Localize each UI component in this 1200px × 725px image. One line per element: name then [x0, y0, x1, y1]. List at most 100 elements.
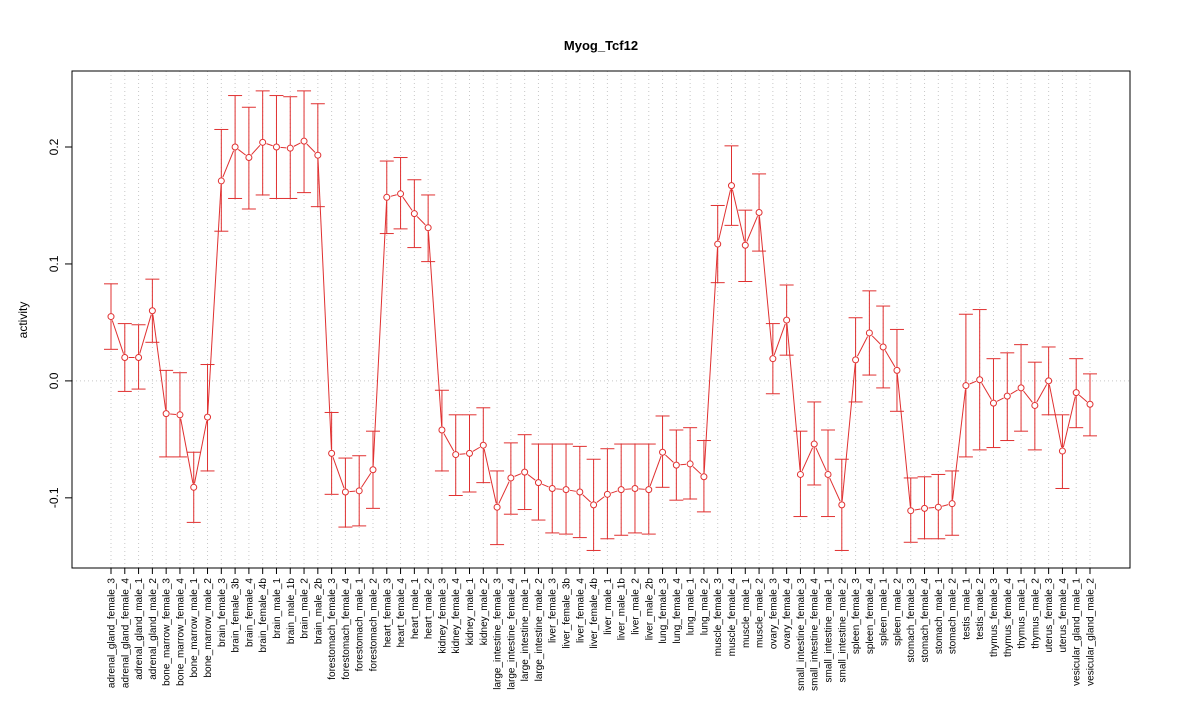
- data-point: [701, 474, 707, 480]
- series-line-segment: [982, 383, 992, 399]
- data-point: [977, 377, 983, 383]
- data-point: [839, 502, 845, 508]
- series-line-segment: [650, 456, 661, 486]
- data-point: [494, 504, 500, 510]
- y-tick-label: 0.0: [47, 372, 61, 389]
- x-tick-label: small_intestine_male_1: [824, 578, 835, 683]
- x-tick-label: stomach_female_3: [906, 578, 917, 663]
- x-tick-label: lung_male_2: [699, 578, 710, 636]
- x-tick-label: brain_male_2: [300, 578, 311, 639]
- plot-frame: [72, 71, 1130, 568]
- data-point: [356, 488, 362, 494]
- x-tick-label: liver_male_2b: [644, 578, 655, 641]
- x-tick-label: liver_female_3: [548, 578, 559, 643]
- series-line-segment: [515, 474, 521, 477]
- data-point: [342, 489, 348, 495]
- data-point: [522, 469, 528, 475]
- series-line-segment: [499, 482, 509, 504]
- x-tick-label: muscle_female_4: [727, 578, 738, 657]
- series-line-segment: [704, 248, 717, 473]
- series-line-segment: [719, 189, 731, 240]
- data-point: [398, 191, 404, 197]
- x-tick-label: liver_male_1: [603, 578, 614, 635]
- data-point: [866, 330, 872, 336]
- series-line-segment: [333, 457, 344, 488]
- x-tick-label: testis_male_1: [961, 578, 972, 640]
- x-tick-label: forestomach_female_4: [341, 578, 352, 680]
- data-point: [370, 467, 376, 473]
- data-point: [1087, 401, 1093, 407]
- series-line-segment: [802, 448, 812, 471]
- x-tick-label: bone_marrow_male_2: [203, 578, 214, 678]
- x-tick-label: bone_marrow_male_1: [189, 578, 200, 678]
- x-tick-label: adrenal_gland_male_1: [134, 578, 145, 680]
- y-axis-label: activity: [16, 302, 30, 339]
- x-tick-label: brain_male_1: [272, 578, 283, 639]
- series-line-segment: [373, 201, 386, 465]
- x-tick-label: kidney_male_1: [465, 578, 476, 646]
- data-point: [273, 144, 279, 150]
- x-tick-label: testis_male_2: [975, 578, 986, 640]
- data-point: [122, 355, 128, 361]
- x-tick-label: brain_female_4: [244, 578, 255, 647]
- data-point: [467, 450, 473, 456]
- x-tick-label: forestomach_male_1: [355, 578, 366, 672]
- series-line-segment: [318, 159, 331, 449]
- series-line-segment: [473, 447, 480, 451]
- series-line-segment: [403, 197, 412, 210]
- data-point: [963, 383, 969, 389]
- series-line-segment: [153, 315, 166, 410]
- data-point: [563, 487, 569, 493]
- data-point: [1018, 385, 1024, 391]
- data-point: [287, 145, 293, 151]
- data-point: [301, 138, 307, 144]
- data-point: [646, 487, 652, 493]
- data-point: [756, 209, 762, 215]
- data-point: [205, 414, 211, 420]
- data-point: [384, 194, 390, 200]
- series-line-segment: [897, 374, 910, 506]
- data-point: [715, 241, 721, 247]
- series-line-segment: [484, 449, 496, 503]
- x-tick-label: liver_female_3b: [562, 578, 573, 649]
- data-point: [535, 480, 541, 486]
- x-tick-label: thymus_male_1: [1017, 578, 1028, 649]
- series-line-segment: [857, 337, 867, 357]
- chart-title: Myog_Tcf12: [564, 38, 638, 53]
- data-point: [949, 501, 955, 507]
- data-point: [218, 178, 224, 184]
- data-point: [660, 449, 666, 455]
- x-tick-label: spleen_female_3: [851, 578, 862, 655]
- data-point: [1059, 448, 1065, 454]
- series-line-segment: [181, 419, 193, 484]
- series-line-segment: [208, 185, 221, 413]
- data-point: [687, 461, 693, 467]
- series-line-segment: [1049, 385, 1061, 447]
- x-tick-label: kidney_male_2: [479, 578, 490, 646]
- data-point: [618, 487, 624, 493]
- series-line-segment: [953, 390, 966, 500]
- x-tick-label: muscle_male_1: [741, 578, 752, 648]
- series-line-segment: [542, 484, 548, 487]
- data-point: [232, 144, 238, 150]
- x-tick-label: brain_female_3b: [231, 578, 242, 653]
- x-tick-label: stomach_female_4: [920, 578, 931, 663]
- data-point: [990, 400, 996, 406]
- data-point: [604, 491, 610, 497]
- data-point: [797, 471, 803, 477]
- data-point: [770, 356, 776, 362]
- x-tick-label: ovary_female_3: [768, 578, 779, 650]
- series-line-segment: [970, 381, 976, 384]
- x-tick-label: kidney_female_3: [437, 578, 448, 654]
- data-point: [673, 462, 679, 468]
- x-tick-label: spleen_male_2: [892, 578, 903, 646]
- series-line-segment: [570, 490, 576, 491]
- data-point: [728, 183, 734, 189]
- series-line-segment: [942, 505, 948, 507]
- x-tick-label: adrenal_gland_male_2: [148, 578, 159, 680]
- data-point: [1046, 378, 1052, 384]
- x-tick-label: muscle_female_3: [713, 578, 724, 657]
- x-tick-label: vesicular_gland_male_2: [1086, 578, 1097, 686]
